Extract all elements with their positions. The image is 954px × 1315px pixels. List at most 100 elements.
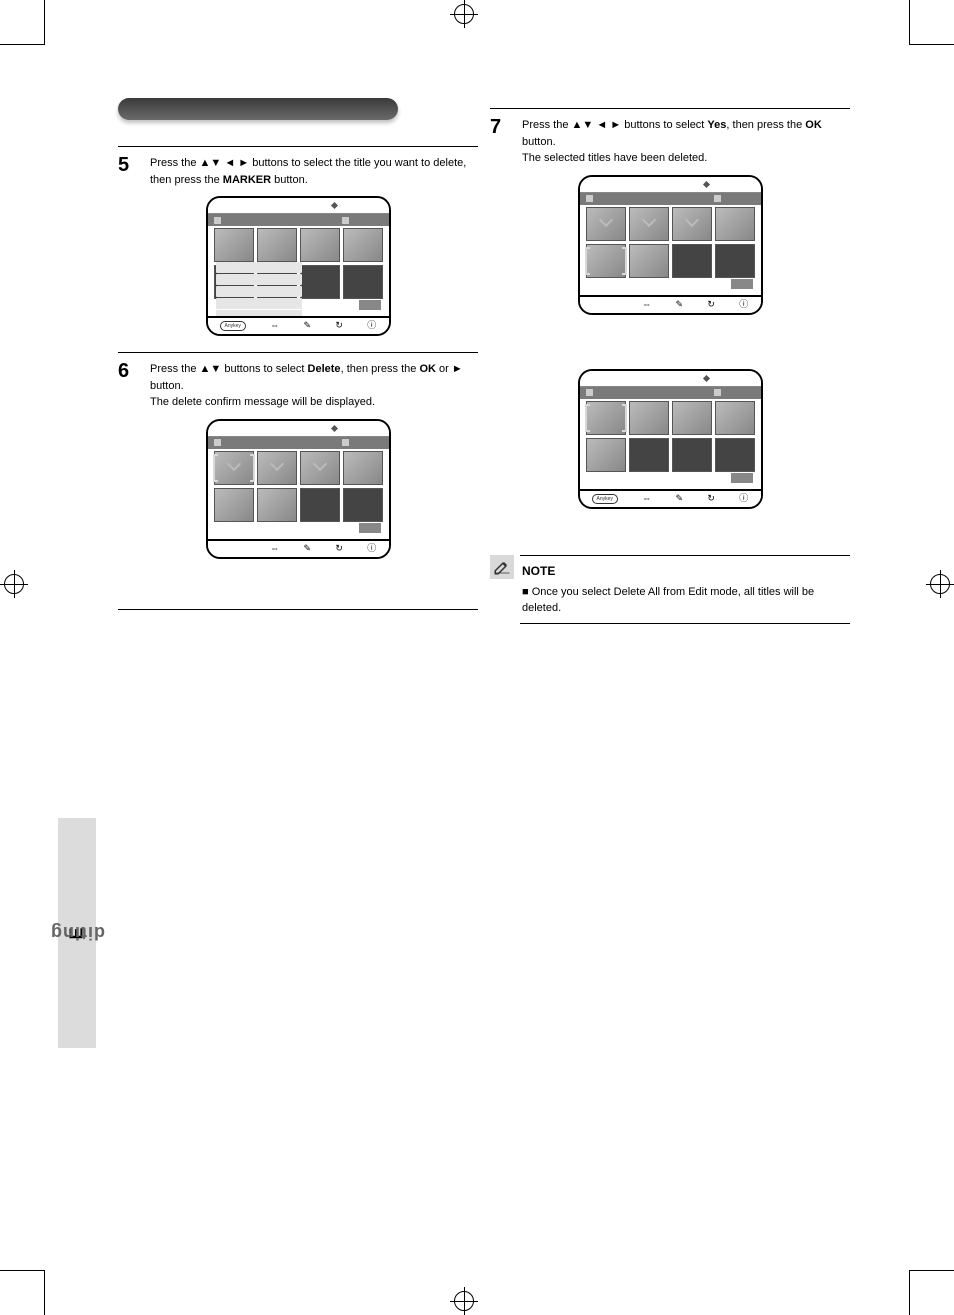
thumbnail bbox=[629, 244, 669, 278]
thumbnail-empty bbox=[629, 438, 669, 472]
crop-mark bbox=[44, 0, 45, 45]
thumbnail bbox=[629, 401, 669, 435]
screenshot-step7a: ⇔ ✎ ↻ ⓘ bbox=[578, 175, 763, 315]
check-icon bbox=[641, 213, 655, 227]
popup-menu bbox=[216, 262, 302, 321]
thumbnail-empty bbox=[300, 488, 340, 522]
arrow-icons: ▲▼ ◄ ► bbox=[200, 157, 250, 169]
footer-icon: ✎ bbox=[303, 542, 311, 555]
page-badge bbox=[731, 279, 753, 289]
thumbnail bbox=[257, 451, 297, 485]
thumbnail bbox=[257, 488, 297, 522]
crop-mark bbox=[0, 1270, 45, 1271]
step-5: 5 Press the ▲▼ ◄ ► buttons to select the… bbox=[118, 155, 478, 188]
check-icon bbox=[312, 457, 326, 471]
thumbnail bbox=[715, 401, 755, 435]
pencil-note-icon bbox=[493, 558, 511, 576]
thumbnail bbox=[672, 401, 712, 435]
registration-mark-icon bbox=[926, 570, 954, 598]
arrow-icons: ▲▼ ◄ ► bbox=[572, 119, 622, 131]
crop-mark bbox=[0, 44, 45, 45]
step-text: Press the ▲▼ buttons to select Delete, t… bbox=[150, 361, 478, 411]
separator bbox=[490, 108, 850, 109]
thumbnail-selected bbox=[586, 401, 626, 435]
page-badge bbox=[731, 473, 753, 483]
anykey-button-icon: Anykey bbox=[592, 494, 618, 504]
step-6: 6 Press the ▲▼ buttons to select Delete,… bbox=[118, 361, 478, 411]
note-label: NOTE bbox=[522, 562, 850, 580]
diamond-icon bbox=[702, 180, 709, 187]
footer-icon: ⓘ bbox=[739, 492, 748, 505]
thumbnail bbox=[257, 228, 297, 262]
check-icon bbox=[598, 213, 612, 227]
footer-icon: ⓘ bbox=[367, 319, 376, 332]
page-content: Editing 5 Press the ▲▼ ◄ ► buttons to se… bbox=[58, 58, 896, 1258]
step-number: 7 bbox=[490, 117, 512, 167]
diamond-icon bbox=[330, 202, 337, 209]
footer-icon: ✎ bbox=[303, 319, 311, 332]
arrow-icon: ► bbox=[452, 363, 463, 375]
registration-mark-icon bbox=[0, 570, 28, 598]
note-block: NOTE ■ Once you select Delete All from E… bbox=[490, 555, 850, 624]
step-text: Press the ▲▼ ◄ ► buttons to select Yes, … bbox=[522, 117, 850, 167]
crop-mark bbox=[909, 44, 954, 45]
footer-icon: ⇔ bbox=[270, 319, 279, 332]
separator bbox=[118, 352, 478, 353]
crop-mark bbox=[909, 1270, 954, 1271]
menu-item bbox=[216, 286, 302, 297]
check-icon bbox=[226, 457, 240, 471]
crop-mark bbox=[909, 0, 910, 45]
thumbnail bbox=[300, 451, 340, 485]
screenshot-step7b: Anykey ⇔ ✎ ↻ ⓘ bbox=[578, 369, 763, 509]
thumbnail-selected bbox=[214, 451, 254, 485]
thumbnail bbox=[214, 228, 254, 262]
step-7: 7 Press the ▲▼ ◄ ► buttons to select Yes… bbox=[490, 117, 850, 167]
note-icon bbox=[490, 555, 514, 579]
menu-item bbox=[216, 274, 302, 285]
separator bbox=[118, 609, 478, 610]
footer-icon: ↻ bbox=[707, 492, 715, 505]
footer-icon: ↻ bbox=[335, 542, 343, 555]
screenshot-step6: ⇔ ✎ ↻ ⓘ bbox=[206, 419, 391, 559]
crop-mark bbox=[44, 1270, 45, 1315]
footer-icon: ⓘ bbox=[739, 298, 748, 311]
note-text: Once you select Delete All from Edit mod… bbox=[522, 586, 814, 615]
footer-icon: ⇔ bbox=[642, 492, 651, 505]
step-number: 5 bbox=[118, 155, 140, 188]
side-tab-editing: Editing bbox=[58, 818, 96, 1048]
thumbnail-empty bbox=[343, 488, 383, 522]
thumbnail-empty bbox=[715, 438, 755, 472]
footer-icon: ⇔ bbox=[270, 542, 279, 555]
registration-mark-icon bbox=[450, 0, 478, 28]
thumbnail bbox=[715, 207, 755, 241]
registration-mark-icon bbox=[450, 1287, 478, 1315]
thumbnail-empty bbox=[672, 244, 712, 278]
menu-item bbox=[216, 298, 302, 309]
side-tab-label: Editing bbox=[67, 926, 88, 939]
footer-icon: ✎ bbox=[675, 298, 683, 311]
arrow-icons: ▲▼ bbox=[200, 363, 222, 375]
thumbnail bbox=[300, 228, 340, 262]
thumbnail bbox=[343, 451, 383, 485]
page-badge bbox=[359, 300, 381, 310]
thumbnail bbox=[672, 207, 712, 241]
screenshot-step5: Anykey ⇔ ✎ ↻ ⓘ bbox=[206, 196, 391, 336]
thumbnail-empty bbox=[715, 244, 755, 278]
thumbnail bbox=[343, 228, 383, 262]
check-icon bbox=[684, 213, 698, 227]
crop-mark bbox=[909, 1270, 910, 1315]
footer-icon: ⇔ bbox=[642, 298, 651, 311]
step-number: 6 bbox=[118, 361, 140, 411]
thumbnail-empty bbox=[300, 265, 340, 299]
thumbnail bbox=[214, 488, 254, 522]
thumbnail bbox=[586, 207, 626, 241]
page-badge bbox=[359, 523, 381, 533]
step-text: Press the ▲▼ ◄ ► buttons to select the t… bbox=[150, 155, 478, 188]
left-column: 5 Press the ▲▼ ◄ ► buttons to select the… bbox=[118, 98, 478, 618]
section-title-bar bbox=[118, 98, 398, 120]
footer-icon: ⓘ bbox=[367, 542, 376, 555]
right-column: 7 Press the ▲▼ ◄ ► buttons to select Yes… bbox=[490, 98, 850, 624]
diamond-icon bbox=[330, 424, 337, 431]
thumbnail-empty bbox=[672, 438, 712, 472]
diamond-icon bbox=[702, 374, 709, 381]
